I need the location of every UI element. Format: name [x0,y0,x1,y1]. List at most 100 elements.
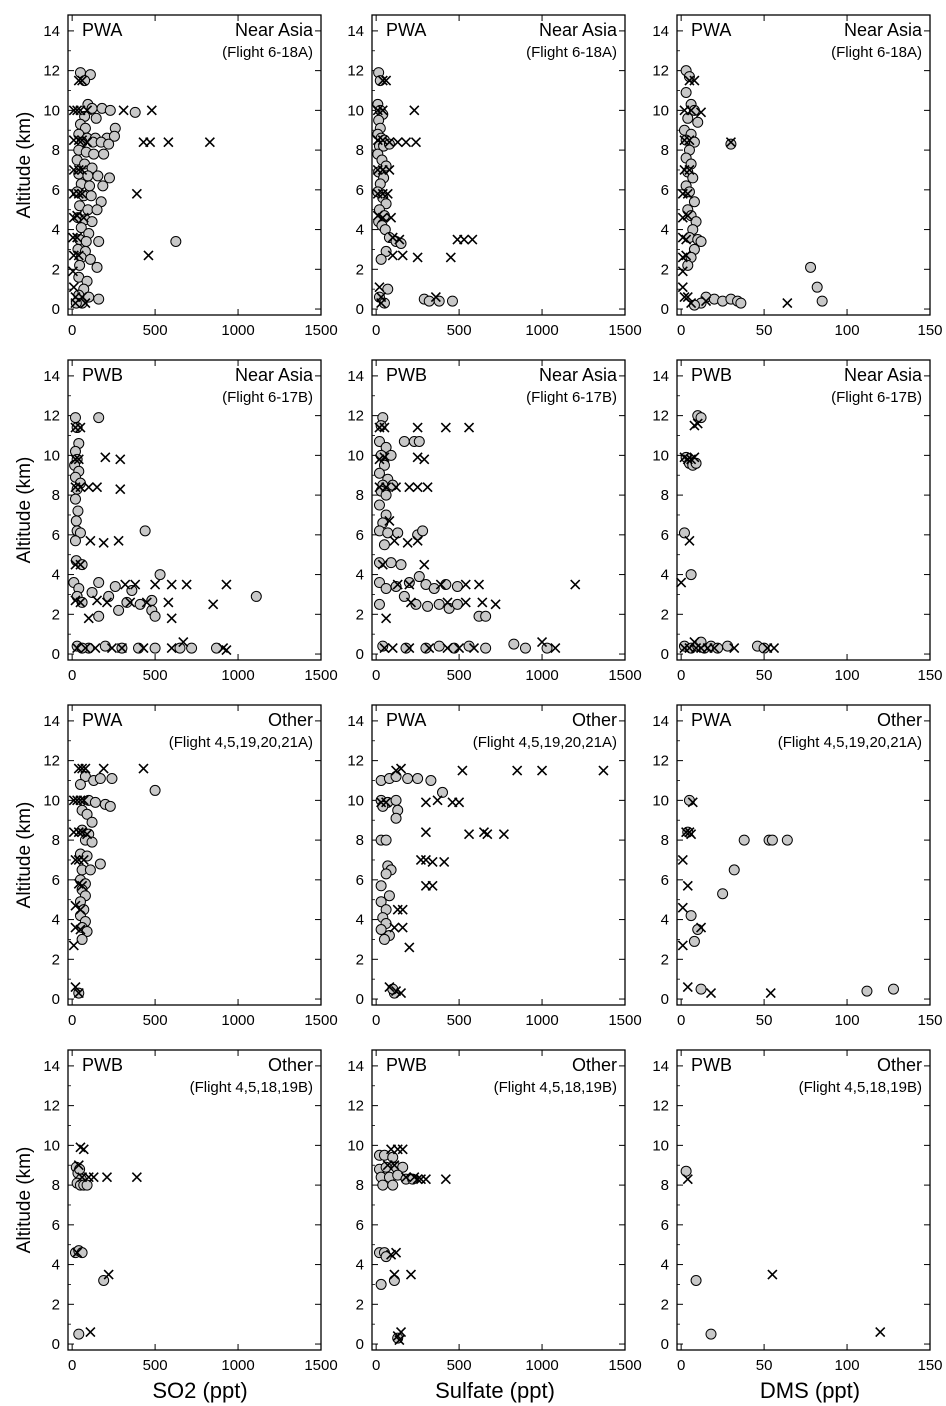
y-tick-label: 10 [652,447,669,464]
x-tick-label: 1000 [221,322,254,339]
y-tick-label: 0 [52,991,60,1008]
y-tick-label: 0 [356,1336,364,1353]
data-point-x [460,579,471,590]
panel-flight: (Flight 4,5,19,20,21A) [169,734,313,751]
plot-frame [676,1049,931,1351]
x-tick-label: 100 [835,667,860,684]
data-point-x [490,599,501,610]
x-tick-label: 100 [835,1357,860,1374]
y-tick-label: 8 [661,832,669,849]
data-point-x [482,829,493,840]
data-point-x [689,75,700,86]
y-tick-label: 4 [52,567,60,584]
data-point-circle [722,640,734,652]
data-point-x [377,559,388,570]
data-point-x [394,1335,405,1346]
data-point-x [67,266,79,277]
data-point-x [404,482,415,493]
data-point-circle [154,569,166,581]
data-point-x [682,880,693,891]
data-point-x [389,1160,400,1171]
data-point-x [377,75,388,86]
y-tick-label: 10 [43,447,60,464]
data-point-x [681,250,692,261]
data-point-x [72,232,83,243]
data-point-x [75,924,86,935]
data-point-circle [121,596,133,608]
y-tick-label: 4 [661,912,669,929]
x-tick-label: 100 [835,1012,860,1029]
data-point-x [442,643,453,654]
data-point-x [677,940,688,951]
data-point-circle [781,834,793,846]
data-point-circle [94,858,106,870]
y-tick-label: 6 [661,872,669,889]
x-tick-label: 1500 [304,322,337,339]
panel-region: Other [572,710,617,730]
x-tick-label: 1000 [525,1357,558,1374]
data-point-x [695,107,707,118]
data-point-x [204,137,215,148]
y-tick-label: 6 [52,1217,60,1234]
data-point-x [103,1269,114,1280]
data-point-circle [688,299,700,311]
x-tick-label: 150 [917,1012,942,1029]
x-tick-label: 50 [756,1012,773,1029]
y-tick-label: 2 [52,951,60,968]
data-point-x [181,579,192,590]
data-point-x [68,827,79,838]
y-tick-label: 0 [52,301,60,318]
plot-frame [67,1049,322,1351]
y-tick-label: 14 [43,368,60,385]
y-tick-label: 4 [356,567,364,584]
y-tick-label: 10 [43,792,60,809]
data-point-x [72,643,83,654]
panel-tag: PWB [82,365,123,385]
data-point-x [387,643,398,654]
data-point-x [75,559,86,570]
data-point-circle [378,297,390,309]
data-point-x [457,765,468,776]
data-point-x [454,643,465,654]
data-point-circle [90,112,102,124]
data-point-circle [93,293,105,305]
data-point-circle [382,283,394,295]
data-point-circle [425,774,437,786]
data-point-x [392,904,403,915]
data-point-circle [380,834,392,846]
x-axis-label-so2: SO2 (ppt) [152,1378,247,1403]
data-point-circle [375,1278,387,1290]
data-point-x [405,597,417,608]
data-point-circle [508,638,520,650]
data-point-x [682,210,693,221]
data-point-circle [738,834,750,846]
data-point-x [82,137,93,148]
data-point-circle [695,983,707,995]
data-point-circle [480,610,492,622]
data-point-x [379,422,390,433]
panel-tag: PWA [82,20,122,40]
data-point-circle [811,281,823,293]
y-tick-label: 10 [347,1137,364,1154]
y-tick-label: 4 [661,222,669,239]
plot-frame [67,359,322,661]
x-tick-label: 50 [756,322,773,339]
data-point-x [70,454,81,465]
data-point-x [118,105,129,116]
data-point-x [381,613,392,624]
data-point-x [130,579,141,590]
data-point-x [78,854,89,866]
data-point-x [379,452,390,463]
y-tick-label: 2 [661,951,669,968]
y-tick-label: 0 [52,646,60,663]
data-point-x [412,252,423,263]
data-point-x [677,266,688,277]
data-point-x [420,854,431,866]
data-point-x [463,422,475,433]
data-point-x [163,597,174,608]
data-point-circle [149,610,161,622]
data-point-x [384,137,395,148]
data-point-x [73,188,84,199]
data-point-x [90,643,101,654]
data-point-x [422,482,433,493]
